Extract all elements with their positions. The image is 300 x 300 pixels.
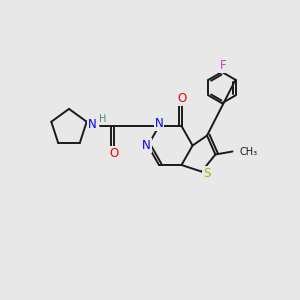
Text: CH₃: CH₃	[239, 146, 257, 157]
Text: H: H	[99, 114, 106, 124]
Text: O: O	[110, 147, 118, 160]
Text: S: S	[203, 167, 211, 180]
Text: O: O	[177, 92, 186, 106]
Text: N: N	[142, 139, 151, 152]
Text: N: N	[154, 117, 164, 130]
Text: N: N	[88, 118, 97, 131]
Text: F: F	[220, 59, 227, 72]
